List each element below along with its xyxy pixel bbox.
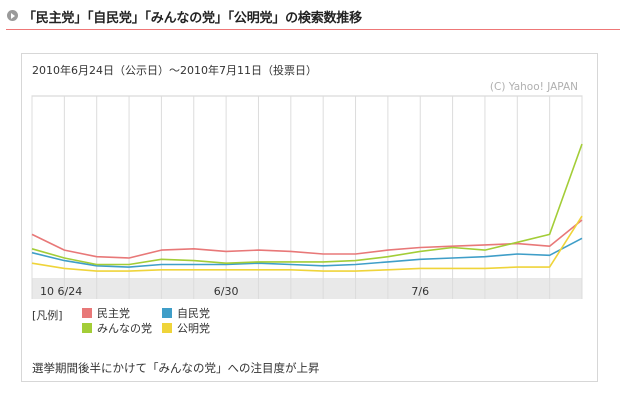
copyright-label: (C) Yahoo! JAPAN [490,81,578,93]
search-trend-chart: (C) Yahoo! JAPAN 10 6/24 6/30 7/6 [31,81,583,299]
series-line-3 [31,143,583,266]
series-line-1 [31,219,583,259]
legend-title: [凡例] [32,309,63,322]
title-divider [6,29,620,30]
legend-swatch [162,323,172,333]
legend-swatch [82,308,92,318]
legend-item: 公明党 [162,322,210,335]
legend-swatch [162,308,172,318]
legend-label: 自民党 [177,307,210,320]
series-line-2 [31,237,583,268]
legend-item: みんなの党 [82,322,152,335]
series-line-4 [31,215,583,272]
legend-label: 公明党 [177,322,210,335]
legend-label: みんなの党 [97,322,152,335]
chart-panel: 2010年6月24日（公示日）〜2010年7月11日（投票日） (C) Yaho… [21,53,598,382]
legend-label: 民主党 [97,307,130,320]
x-tick-label: 6/30 [214,285,239,298]
x-axis-band [32,279,582,299]
legend-item: 自民党 [162,307,210,320]
x-tick-label: 7/6 [411,285,429,298]
plot-area [31,95,583,280]
title-bar: 「民主党」「自民党」「みんなの党」「公明党」の検索数推移 [0,0,639,30]
period-label: 2010年6月24日（公示日）〜2010年7月11日（投票日） [32,64,317,77]
bullet-arrow-icon [7,10,18,21]
legend-swatch [82,323,92,333]
legend-item: 民主党 [82,307,130,320]
page-title: 「民主党」「自民党」「みんなの党」「公明党」の検索数推移 [23,11,362,26]
summary-note: 選挙期間後半にかけて「みんなの党」への注目度が上昇 [32,361,320,375]
x-tick-label: 10 6/24 [40,285,82,298]
